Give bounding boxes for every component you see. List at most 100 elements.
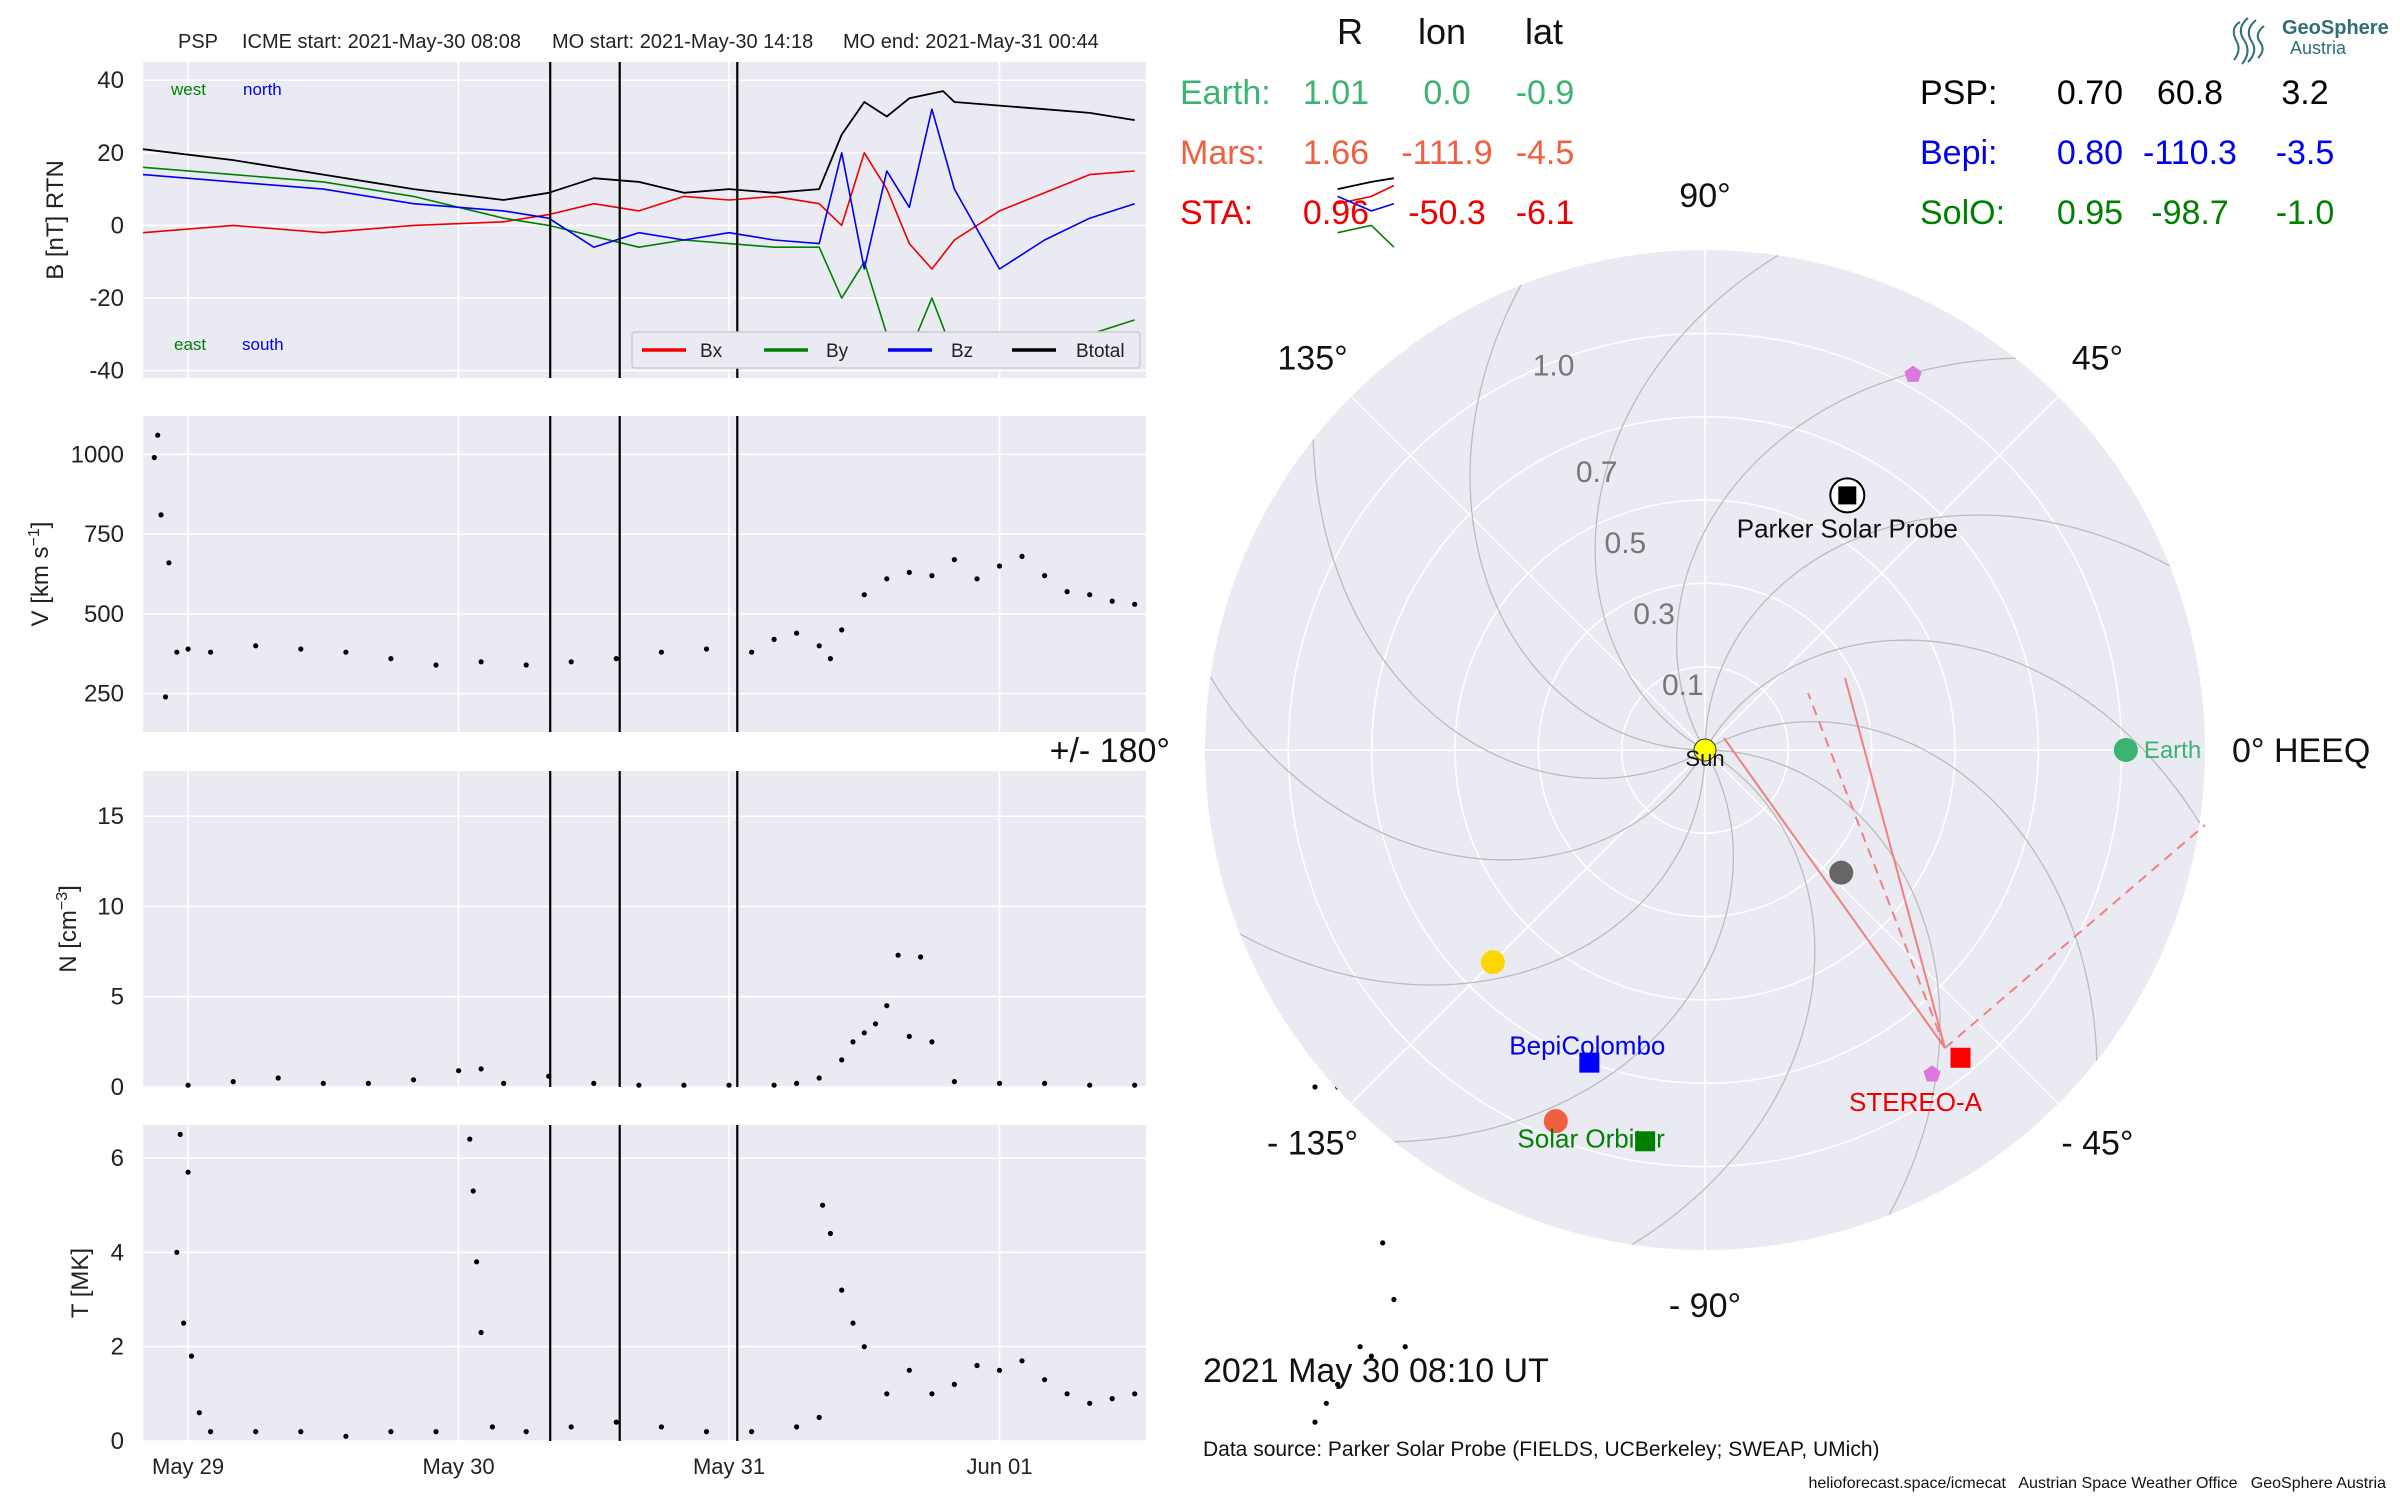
data-point [320,1080,326,1086]
data-point [703,1429,710,1435]
data-point [177,1131,183,1137]
radial-label: 0.5 [1605,527,1647,560]
data-point [433,1429,439,1435]
data-point [1335,1381,1341,1387]
legend: Bx By Bz Btotal [631,331,1141,369]
logo-swirl-icon [2232,17,2265,65]
table-cell: 3.2 [2281,74,2328,112]
angular-grid-line [1704,749,2060,1105]
table-cell: -50.3 [1408,194,1486,232]
data-point [1042,573,1048,579]
angular-grid-line [1704,395,2060,751]
panel-grid [143,771,1146,1088]
panel-background [143,62,1146,378]
data-point [816,643,822,649]
data-point [433,662,439,668]
data-point [906,1367,912,1373]
table-cell: 0.96 [1303,194,1369,232]
data-point [1087,1400,1093,1406]
logo-line-1: GeoSphere [2282,17,2389,39]
solar-orbiter-marker [1635,1131,1656,1152]
angle-label: - 45° [2061,1124,2133,1162]
data-point [568,1424,574,1430]
data-point [1042,1377,1048,1383]
parker-spiral-line [1704,639,2201,824]
data-point [253,1429,259,1435]
data-point [253,643,259,649]
annotation-east: east [174,335,206,354]
data-point [918,954,924,960]
data-point [1402,1344,1408,1350]
data-point [591,1080,597,1086]
panel-background [143,771,1146,1087]
sun-label: Sun [1685,746,1724,771]
polar-plot: 0.1 0.3 0.5 0.7 1.0 0° HEEQ 45° 90° 135° +/- 180… [1050,177,2371,1325]
data-point [489,1424,495,1430]
parker-spiral-line [1704,749,1941,1216]
table-row-label: Mars: [1180,134,1265,172]
annotation-south: south [242,335,284,354]
data-point [929,1039,935,1045]
data-point [158,512,164,518]
parker-spiral-line [1469,284,1706,751]
data-point [1064,589,1070,595]
data-point [884,1391,890,1397]
legend-label-bx: Bx [700,341,723,362]
y-tick-labels: 0 5 10 15 [97,803,124,1101]
data-point [1380,1240,1386,1246]
radial-label: 0.1 [1662,669,1704,702]
y-tick-labels: -40 -20 0 20 40 [89,67,124,385]
data-point [501,1080,507,1086]
footer-credits: helioforecast.space/icmecat Austrian Spa… [1809,1475,2387,1492]
data-point [996,1367,1003,1373]
data-point [1391,1296,1397,1303]
legend-box [631,331,1141,369]
y-tick-label: 1000 [71,441,124,468]
data-point [1042,1080,1048,1086]
fov-line [1807,692,1946,1049]
parker-spirals [1209,254,2201,1246]
table-cell: -4.5 [1516,134,1575,172]
data-point [794,1424,800,1430]
table-cell: 0.70 [2057,74,2123,112]
psp-marker [1838,486,1857,505]
data-point [872,1021,879,1027]
data-point [1312,1419,1318,1425]
data-point [850,1320,856,1326]
panel-speed: 250 500 750 1000 V [km s−1] [26,416,1408,732]
data-point [839,1287,845,1293]
data-point [188,1353,195,1359]
data-point [388,656,394,662]
y-tick-label: 10 [97,893,124,920]
angle-label: 45° [2072,340,2123,378]
table-cell: 0.0 [1423,74,1470,112]
data-point [467,1136,473,1142]
data-point [827,1230,834,1237]
table-cell: 0.80 [2057,134,2123,172]
data-point [1357,1344,1363,1350]
header-icme-start: ICME start: 2021-May-30 08:08 [242,31,521,53]
data-point [343,1433,349,1439]
legend-label-btotal: Btotal [1076,341,1125,362]
data-point [181,1320,187,1326]
column-header-lon: lon [1418,11,1466,52]
cme-fov-lines [1723,677,2206,1049]
legend-label-by: By [826,341,849,362]
angle-label: 0° HEEQ [2232,732,2370,770]
data-point [1087,592,1093,598]
event-markers [549,416,739,732]
x-tick-label: May 30 [422,1454,494,1479]
data-point [1132,601,1138,607]
y-tick-label: 15 [97,803,124,830]
data-point [298,646,304,652]
annotation-west: west [170,80,206,99]
table-cell: -1.0 [2276,194,2335,232]
data-point [974,1362,980,1369]
legend-label-bz: Bz [951,341,973,362]
data-point [613,656,619,662]
sun-marker [1693,738,1717,762]
table-cell: -110.3 [2143,134,2237,172]
data-point [1109,1396,1115,1402]
radial-label: 0.7 [1576,456,1618,489]
